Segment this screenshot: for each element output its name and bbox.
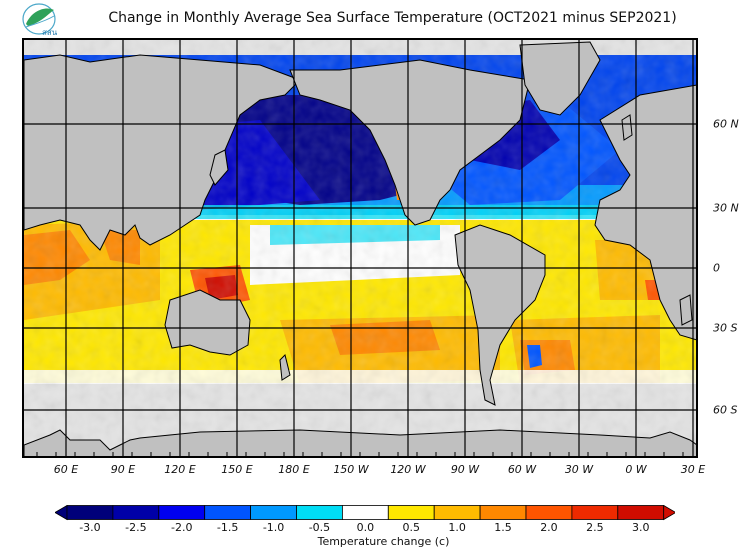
sst-map — [22, 38, 698, 458]
colorbar — [55, 505, 675, 521]
lon-label-120w: 120 W — [390, 463, 426, 476]
lon-label-30e: 30 E — [680, 463, 706, 476]
land-uk — [621, 114, 633, 141]
land-madagascar — [679, 294, 693, 326]
land-australia — [164, 289, 251, 356]
colorbar-label: Temperature change (c) — [317, 535, 450, 548]
lon-label-180e: 180 E — [278, 463, 310, 476]
colorbar-bin-4 — [250, 505, 297, 520]
colorbar-bin-12 — [617, 505, 665, 520]
land-eurasia — [24, 54, 301, 251]
colorbar-bin-2 — [158, 505, 206, 520]
colorbar-tick-label: 2.5 — [586, 521, 604, 534]
colorbar-arrow-high — [663, 505, 675, 521]
colorbar-tick-label: 1.0 — [448, 521, 466, 534]
land-antarctica — [24, 429, 697, 457]
colorbar-tick-label: -2.5 — [125, 521, 147, 534]
colorbar-bin-0 — [66, 505, 114, 520]
colorbar-tick-label: -1.5 — [216, 521, 239, 534]
lat-label-60n: 60 N — [713, 117, 739, 131]
colorbar-bin-11 — [571, 505, 619, 520]
colorbar-bin-6 — [341, 505, 389, 520]
lon-label-150e: 150 E — [221, 463, 253, 476]
land-europe-africa — [594, 84, 697, 341]
colorbar-tick-label: -0.5 — [308, 521, 331, 534]
lon-label-90w: 90 W — [450, 463, 480, 476]
lon-label-120e: 120 E — [164, 463, 196, 476]
colorbar-bin-8 — [433, 505, 481, 520]
land-new-zealand — [279, 354, 291, 381]
colorbar-tick-label: 0.5 — [402, 521, 421, 534]
bottom-ticks — [36, 452, 684, 457]
land-japan — [209, 149, 229, 186]
colorbar-bin-5 — [296, 505, 343, 520]
lat-label-0: 0 — [713, 261, 720, 275]
lon-label-90e: 90 E — [110, 463, 136, 476]
lat-label-30s: 30 S — [713, 321, 738, 335]
colorbar-tick-label: 2.0 — [540, 521, 558, 534]
colorbar-tick-label: -2.0 — [171, 521, 193, 534]
colorbar-bin-9 — [479, 505, 527, 520]
colorbar-bin-7 — [387, 505, 435, 520]
colorbar-bin-1 — [112, 505, 160, 520]
lon-label-150w: 150 W — [333, 463, 369, 476]
colorbar-tick-label: -1.0 — [262, 521, 285, 534]
lat-label-60s: 60 S — [713, 403, 738, 417]
land-north-america — [289, 59, 531, 226]
colorbar-tick-label: -3.0 — [79, 521, 101, 534]
colorbar-tick-label: 1.5 — [494, 521, 512, 534]
lon-label-60e: 60 E — [53, 463, 79, 476]
colorbar-bin-3 — [204, 505, 251, 520]
colorbar-tick-label: 3.0 — [632, 521, 650, 534]
lon-label-30w: 30 W — [564, 463, 594, 476]
colorbar-arrow-low — [55, 505, 68, 521]
colorbar-tick-label: 0.0 — [356, 521, 375, 534]
colorbar-bin-10 — [525, 505, 573, 520]
land-masses — [24, 41, 697, 457]
lat-label-30n: 30 N — [713, 201, 739, 215]
lon-label-0w: 0 W — [625, 463, 647, 476]
logo-text: สสน — [42, 28, 58, 37]
lon-label-60w: 60 W — [507, 463, 537, 476]
chart-title: Change in Monthly Average Sea Surface Te… — [108, 10, 677, 26]
agency-leaf-logo-icon: สสน — [22, 3, 58, 37]
graticule — [24, 39, 697, 457]
land-greenland — [519, 41, 601, 116]
